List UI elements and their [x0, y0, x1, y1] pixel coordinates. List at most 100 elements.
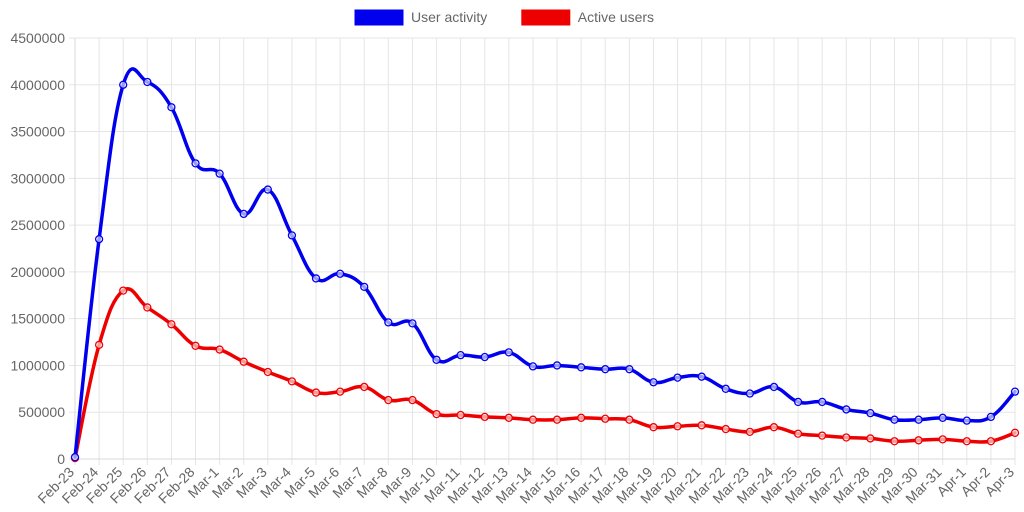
data-point[interactable] [504, 413, 513, 422]
data-point[interactable] [311, 274, 321, 283]
y-tick-label: 0 [57, 451, 65, 467]
data-point[interactable] [70, 452, 80, 462]
data-point[interactable] [938, 413, 947, 422]
data-point[interactable] [384, 318, 393, 327]
data-point[interactable] [311, 388, 321, 397]
data-point[interactable] [577, 363, 586, 372]
data-point[interactable] [360, 282, 369, 292]
data-point[interactable] [962, 416, 971, 425]
data-point[interactable] [769, 382, 779, 392]
data-point[interactable] [480, 352, 489, 362]
y-tick-label: 3000000 [10, 170, 65, 186]
data-point[interactable] [143, 303, 152, 312]
series-active-users [70, 286, 1020, 463]
series-line-active-users [73, 287, 1017, 460]
legend-item-user-activity[interactable]: User activity [354, 9, 487, 26]
y-tick-label: 3500000 [10, 124, 65, 140]
data-point[interactable] [239, 357, 248, 366]
data-point[interactable] [504, 348, 513, 357]
data-point[interactable] [962, 437, 971, 446]
data-point[interactable] [119, 286, 128, 295]
data-point[interactable] [890, 415, 899, 424]
data-point[interactable] [769, 423, 779, 432]
data-point[interactable] [649, 423, 658, 432]
data-point[interactable] [335, 269, 345, 278]
data-point[interactable] [287, 377, 297, 386]
data-point[interactable] [167, 103, 176, 112]
data-point[interactable] [938, 435, 947, 444]
y-axis: 0 500000 1000000 1500000 2000000 2500000 30000… [10, 30, 65, 467]
data-point[interactable] [335, 387, 345, 396]
data-point[interactable] [94, 234, 104, 244]
data-point[interactable] [552, 361, 562, 370]
data-point[interactable] [697, 372, 706, 381]
y-tick-label: 4000000 [10, 77, 65, 93]
x-tick-label: Apr-3 [982, 464, 1018, 500]
data-point[interactable] [287, 231, 297, 240]
y-tick-label: 500000 [18, 404, 65, 420]
data-point[interactable] [408, 395, 417, 405]
data-point[interactable] [456, 351, 465, 360]
legend-swatch [354, 9, 404, 26]
data-point[interactable] [673, 422, 682, 431]
legend-label: User activity [411, 9, 487, 25]
data-point[interactable] [1010, 387, 1020, 396]
data-point[interactable] [625, 415, 634, 424]
data-point[interactable] [528, 362, 538, 371]
data-point[interactable] [601, 414, 610, 423]
data-point[interactable] [191, 159, 200, 168]
data-point[interactable] [745, 427, 755, 437]
data-point[interactable] [239, 209, 248, 219]
data-point[interactable] [721, 384, 730, 393]
data-point[interactable] [818, 397, 827, 407]
data-point[interactable] [866, 434, 875, 443]
data-point[interactable] [649, 378, 658, 387]
data-point[interactable] [793, 429, 803, 438]
data-point[interactable] [866, 409, 875, 418]
data-point[interactable] [215, 345, 224, 354]
legend[interactable]: User activity Active users [354, 9, 654, 26]
data-point[interactable] [745, 389, 755, 398]
y-tick-label: 2500000 [10, 217, 65, 233]
data-point[interactable] [191, 341, 200, 350]
data-point[interactable] [408, 319, 417, 328]
data-point[interactable] [480, 412, 489, 422]
data-point[interactable] [914, 415, 923, 424]
x-axis: Feb-23Feb-24Feb-25Feb-26Feb-27Feb-28Mar-… [34, 464, 1017, 507]
data-point[interactable] [552, 415, 562, 424]
data-point[interactable] [263, 185, 272, 194]
data-point[interactable] [432, 409, 441, 419]
data-point[interactable] [432, 355, 441, 364]
data-point[interactable] [986, 437, 996, 446]
data-point[interactable] [143, 77, 152, 87]
data-point[interactable] [818, 431, 827, 440]
data-point[interactable] [842, 433, 851, 442]
data-point[interactable] [673, 373, 682, 382]
legend-item-active-users[interactable]: Active users [521, 9, 654, 26]
data-point[interactable] [890, 437, 899, 446]
data-point[interactable] [215, 169, 224, 178]
data-point[interactable] [119, 80, 128, 89]
y-tick-label: 1000000 [10, 357, 65, 373]
data-point[interactable] [601, 365, 610, 374]
data-point[interactable] [793, 397, 803, 407]
data-point[interactable] [625, 365, 634, 374]
data-point[interactable] [528, 415, 538, 424]
data-point[interactable] [721, 424, 730, 434]
data-point[interactable] [577, 413, 586, 422]
data-point[interactable] [167, 320, 176, 329]
data-point[interactable] [986, 412, 996, 422]
data-point[interactable] [263, 367, 272, 377]
data-point[interactable] [1010, 428, 1020, 437]
grid [69, 37, 1016, 465]
data-point[interactable] [384, 395, 393, 405]
data-point[interactable] [914, 436, 923, 445]
data-point[interactable] [360, 382, 369, 392]
data-point[interactable] [842, 405, 851, 414]
y-tick-label: 2000000 [10, 264, 65, 280]
data-point[interactable] [697, 421, 706, 430]
series-user-activity [70, 67, 1020, 462]
data-point[interactable] [94, 340, 104, 350]
data-point[interactable] [456, 410, 465, 420]
